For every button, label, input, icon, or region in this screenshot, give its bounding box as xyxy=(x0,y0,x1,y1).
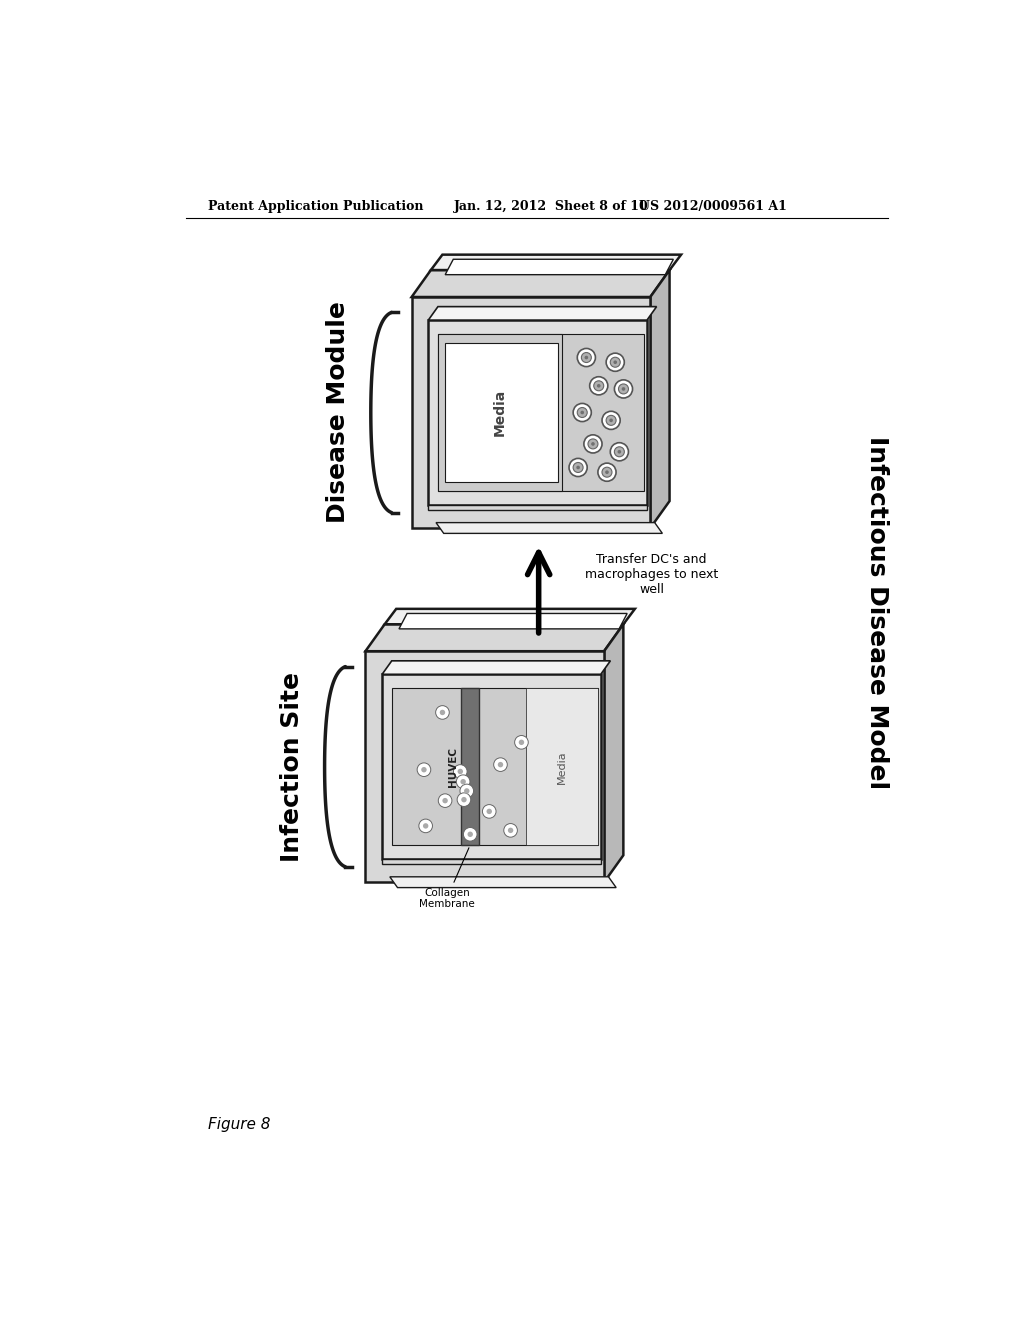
Circle shape xyxy=(606,354,625,371)
Circle shape xyxy=(421,767,427,772)
Polygon shape xyxy=(428,306,656,321)
Circle shape xyxy=(585,355,588,359)
Polygon shape xyxy=(428,321,647,506)
Polygon shape xyxy=(391,688,598,845)
Text: Patent Application Publication: Patent Application Publication xyxy=(208,199,423,213)
Circle shape xyxy=(622,387,626,391)
Text: Collagen
Membrane: Collagen Membrane xyxy=(419,847,475,909)
Circle shape xyxy=(614,446,625,457)
Circle shape xyxy=(578,408,587,417)
Circle shape xyxy=(610,358,621,367)
Polygon shape xyxy=(382,859,601,863)
Polygon shape xyxy=(385,609,635,624)
Circle shape xyxy=(464,788,469,793)
Circle shape xyxy=(458,768,463,775)
Text: Media: Media xyxy=(557,750,567,784)
Polygon shape xyxy=(431,255,681,271)
Text: Media: Media xyxy=(493,389,507,436)
Circle shape xyxy=(588,440,598,449)
Circle shape xyxy=(435,706,450,719)
Circle shape xyxy=(519,739,524,744)
Circle shape xyxy=(584,434,602,453)
Circle shape xyxy=(508,828,513,833)
Polygon shape xyxy=(461,688,479,845)
Circle shape xyxy=(454,764,467,779)
Circle shape xyxy=(606,416,616,425)
Circle shape xyxy=(591,442,595,446)
Polygon shape xyxy=(445,259,674,275)
Polygon shape xyxy=(445,343,558,482)
Circle shape xyxy=(594,380,604,391)
Text: Disease Module: Disease Module xyxy=(327,301,350,524)
Polygon shape xyxy=(412,271,670,297)
Circle shape xyxy=(609,418,613,422)
Circle shape xyxy=(464,828,477,841)
Text: Figure 8: Figure 8 xyxy=(208,1117,270,1133)
Polygon shape xyxy=(650,271,670,528)
Circle shape xyxy=(442,797,447,804)
Circle shape xyxy=(578,348,595,367)
Circle shape xyxy=(494,758,507,771)
Circle shape xyxy=(598,463,616,482)
Circle shape xyxy=(569,458,587,477)
Circle shape xyxy=(581,411,584,414)
Circle shape xyxy=(423,824,428,829)
Circle shape xyxy=(602,412,621,429)
Text: Infectious Disease Model: Infectious Disease Model xyxy=(865,436,890,789)
Polygon shape xyxy=(412,297,650,528)
Circle shape xyxy=(439,710,445,715)
Circle shape xyxy=(457,775,470,788)
Polygon shape xyxy=(382,661,610,675)
Text: Infection Site: Infection Site xyxy=(281,672,304,862)
Polygon shape xyxy=(399,614,627,628)
Circle shape xyxy=(617,450,622,454)
Polygon shape xyxy=(390,876,616,887)
Circle shape xyxy=(614,380,633,399)
Circle shape xyxy=(438,793,452,808)
Circle shape xyxy=(498,762,503,767)
Circle shape xyxy=(597,384,600,388)
Circle shape xyxy=(582,352,591,363)
Polygon shape xyxy=(366,624,624,651)
Circle shape xyxy=(610,442,629,461)
Circle shape xyxy=(457,793,471,807)
Polygon shape xyxy=(436,523,663,533)
Polygon shape xyxy=(428,506,647,510)
Polygon shape xyxy=(366,651,604,882)
Circle shape xyxy=(573,404,591,421)
Polygon shape xyxy=(438,334,561,491)
Polygon shape xyxy=(604,624,624,882)
Polygon shape xyxy=(382,675,601,859)
Circle shape xyxy=(419,820,432,833)
Text: US 2012/0009561 A1: US 2012/0009561 A1 xyxy=(639,199,786,213)
Polygon shape xyxy=(438,334,644,491)
Circle shape xyxy=(605,470,609,474)
Circle shape xyxy=(482,805,496,818)
Circle shape xyxy=(573,462,583,473)
Circle shape xyxy=(461,779,466,784)
Circle shape xyxy=(504,824,517,837)
Circle shape xyxy=(602,467,612,478)
Text: Jan. 12, 2012  Sheet 8 of 10: Jan. 12, 2012 Sheet 8 of 10 xyxy=(454,199,649,213)
Circle shape xyxy=(618,384,629,393)
Polygon shape xyxy=(525,688,598,845)
Text: HUVEC: HUVEC xyxy=(447,747,458,787)
Circle shape xyxy=(417,763,431,776)
Text: Transfer DC's and
macrophages to next
well: Transfer DC's and macrophages to next we… xyxy=(585,553,718,595)
Circle shape xyxy=(577,466,580,470)
Circle shape xyxy=(468,832,473,837)
Circle shape xyxy=(486,809,492,814)
Circle shape xyxy=(590,376,608,395)
Circle shape xyxy=(460,784,473,797)
Circle shape xyxy=(515,735,528,750)
Circle shape xyxy=(613,360,617,364)
Circle shape xyxy=(461,797,467,803)
